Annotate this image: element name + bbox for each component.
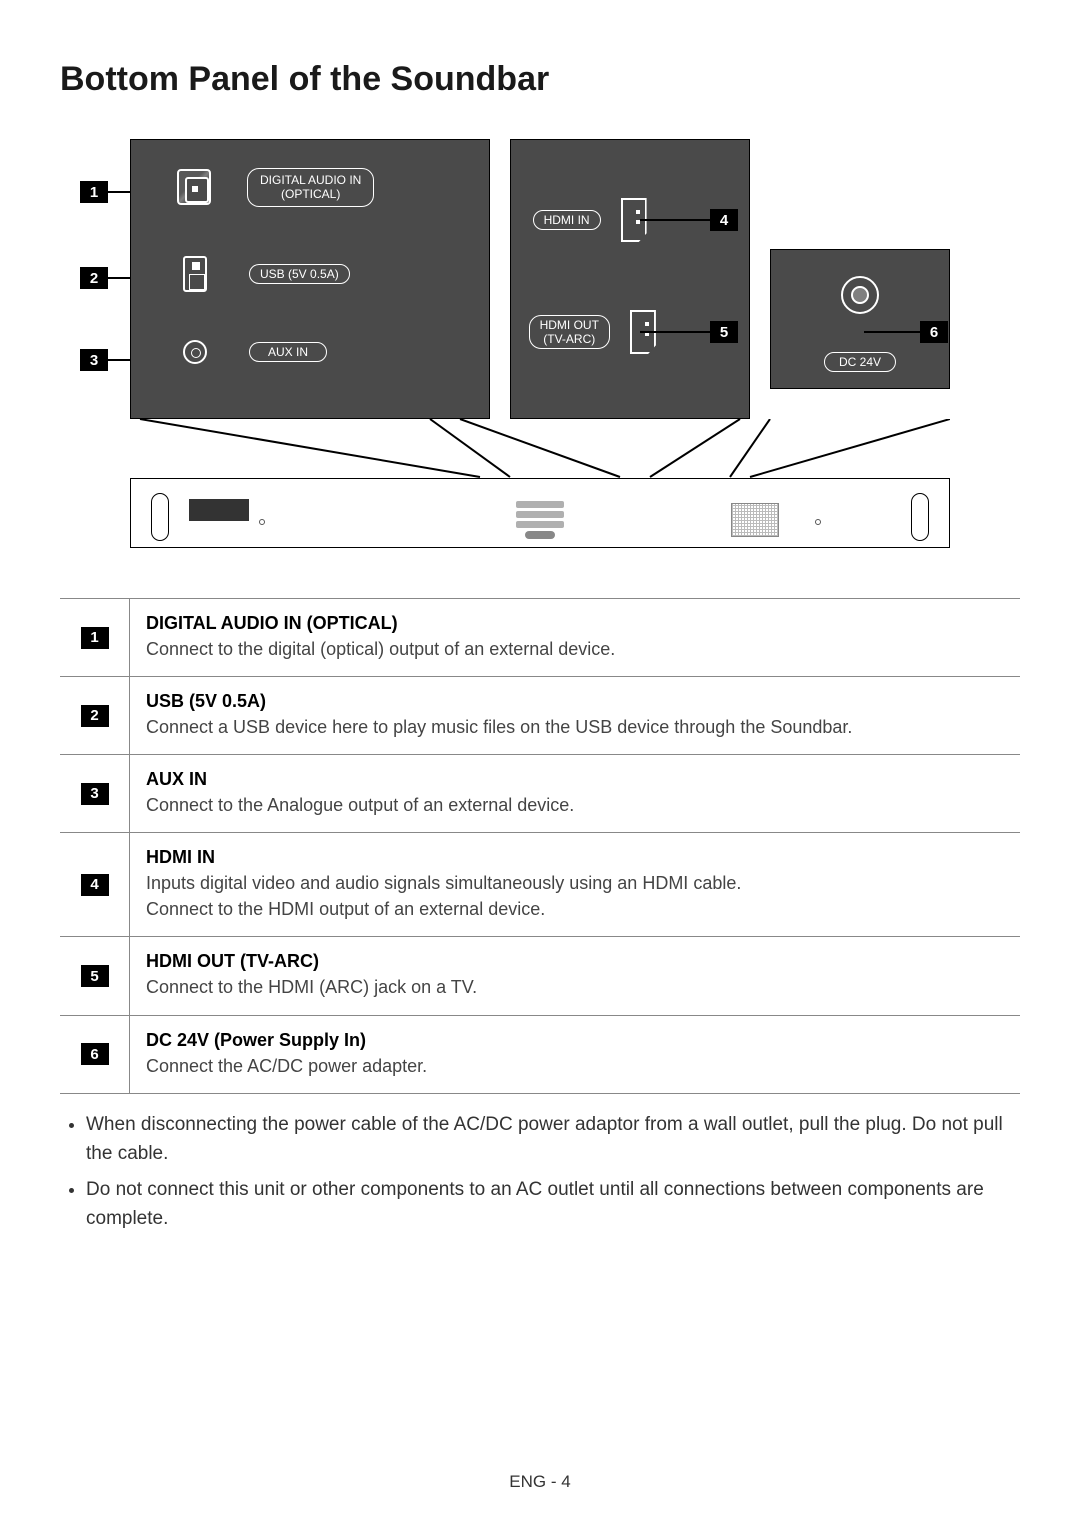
table-row: 5 HDMI OUT (TV-ARC) Connect to the HDMI … <box>60 937 1020 1015</box>
callout-5: 5 <box>710 321 738 343</box>
table-row: 6 DC 24V (Power Supply In) Connect the A… <box>60 1016 1020 1093</box>
dc-label: DC 24V <box>824 352 896 372</box>
aux-label: AUX IN <box>249 342 327 362</box>
note-item: When disconnecting the power cable of th… <box>86 1110 1020 1169</box>
page-footer: ENG - 4 <box>0 1472 1080 1492</box>
row-desc: Inputs digital video and audio signals s… <box>146 870 1004 922</box>
soundbar-side-view <box>130 478 950 548</box>
note-item: Do not connect this unit or other compon… <box>86 1175 1020 1234</box>
row-num-1: 1 <box>81 627 109 649</box>
usb-label: USB (5V 0.5A) <box>249 264 350 284</box>
panel-left: DIGITAL AUDIO IN (OPTICAL) USB (5V 0.5A)… <box>130 139 490 419</box>
row-title: HDMI IN <box>146 847 1004 868</box>
diagram: 1 2 3 DIGITAL AUDIO IN (OPTICAL) USB ( <box>130 139 950 548</box>
table-row: 4 HDMI IN Inputs digital video and audio… <box>60 833 1020 937</box>
row-title: AUX IN <box>146 769 1004 790</box>
optical-port-icon <box>177 169 211 205</box>
row-desc: Connect to the digital (optical) output … <box>146 636 1004 662</box>
panel-mid: HDMI IN HDMI OUT (TV-ARC) <box>510 139 750 419</box>
callout-1: 1 <box>80 181 108 203</box>
row-title: DC 24V (Power Supply In) <box>146 1030 1004 1051</box>
row-desc: Connect a USB device here to play music … <box>146 714 1004 740</box>
aux-port-icon <box>183 340 207 364</box>
dc-port-icon <box>841 276 879 314</box>
row-title: DIGITAL AUDIO IN (OPTICAL) <box>146 613 1004 634</box>
callout-3: 3 <box>80 349 108 371</box>
notes-list: When disconnecting the power cable of th… <box>60 1110 1020 1234</box>
usb-port-icon <box>183 256 207 292</box>
table-row: 3 AUX IN Connect to the Analogue output … <box>60 755 1020 833</box>
diagram-leader-lines <box>130 419 950 479</box>
table-row: 1 DIGITAL AUDIO IN (OPTICAL) Connect to … <box>60 599 1020 677</box>
hdmi-out-label: HDMI OUT (TV-ARC) <box>529 315 610 350</box>
page-title: Bottom Panel of the Soundbar <box>60 60 1020 99</box>
optical-label: DIGITAL AUDIO IN (OPTICAL) <box>247 168 374 207</box>
row-desc: Connect to the Analogue output of an ext… <box>146 792 1004 818</box>
row-title: USB (5V 0.5A) <box>146 691 1004 712</box>
row-num-5: 5 <box>81 965 109 987</box>
row-num-2: 2 <box>81 705 109 727</box>
row-title: HDMI OUT (TV-ARC) <box>146 951 1004 972</box>
panel-right: DC 24V <box>770 249 950 389</box>
callout-2: 2 <box>80 267 108 289</box>
callout-4: 4 <box>710 209 738 231</box>
callout-6: 6 <box>920 321 948 343</box>
row-desc: Connect the AC/DC power adapter. <box>146 1053 1004 1079</box>
reference-table: 1 DIGITAL AUDIO IN (OPTICAL) Connect to … <box>60 598 1020 1094</box>
row-num-6: 6 <box>81 1043 109 1065</box>
row-num-3: 3 <box>81 783 109 805</box>
row-desc: Connect to the HDMI (ARC) jack on a TV. <box>146 974 1004 1000</box>
row-num-4: 4 <box>81 874 109 896</box>
hdmi-in-label: HDMI IN <box>533 210 601 230</box>
table-row: 2 USB (5V 0.5A) Connect a USB device her… <box>60 677 1020 755</box>
